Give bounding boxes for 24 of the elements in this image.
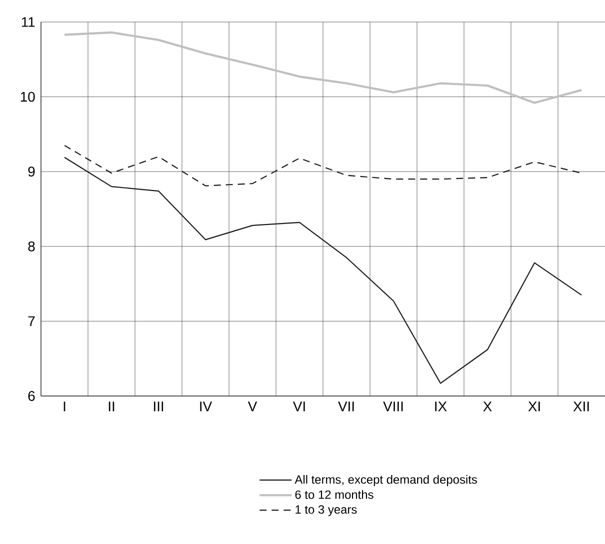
y-tick-label: 9 xyxy=(28,166,35,177)
x-tick-label: VI xyxy=(292,402,305,412)
legend-label: 1 to 3 years xyxy=(296,505,357,516)
x-tick-label: VII xyxy=(338,402,354,412)
y-tick-label: 6 xyxy=(28,391,35,401)
legend-label: 6 to 12 months xyxy=(295,490,374,499)
x-tick-label: I xyxy=(64,402,66,412)
legend-label: All terms, except demand deposits xyxy=(294,474,477,486)
x-tick-label: XII xyxy=(573,402,589,412)
x-tick-label: XI xyxy=(528,402,540,412)
x-tick-label: III xyxy=(154,402,164,412)
x-tick-label: IX xyxy=(435,402,447,412)
y-tick-label: 11 xyxy=(22,17,35,27)
y-tick-label: 10 xyxy=(20,92,35,102)
y-tick-label: 7 xyxy=(28,316,35,326)
x-tick-label: II xyxy=(108,402,114,412)
line-series xyxy=(63,31,583,104)
y-tick-label: 8 xyxy=(28,241,35,252)
line-series xyxy=(64,144,582,186)
x-tick-label: IV xyxy=(200,402,212,412)
x-tick-label: VIII xyxy=(383,402,403,412)
x-tick-label: V xyxy=(248,402,258,412)
line-series xyxy=(64,156,582,384)
x-tick-label: X xyxy=(483,402,492,412)
